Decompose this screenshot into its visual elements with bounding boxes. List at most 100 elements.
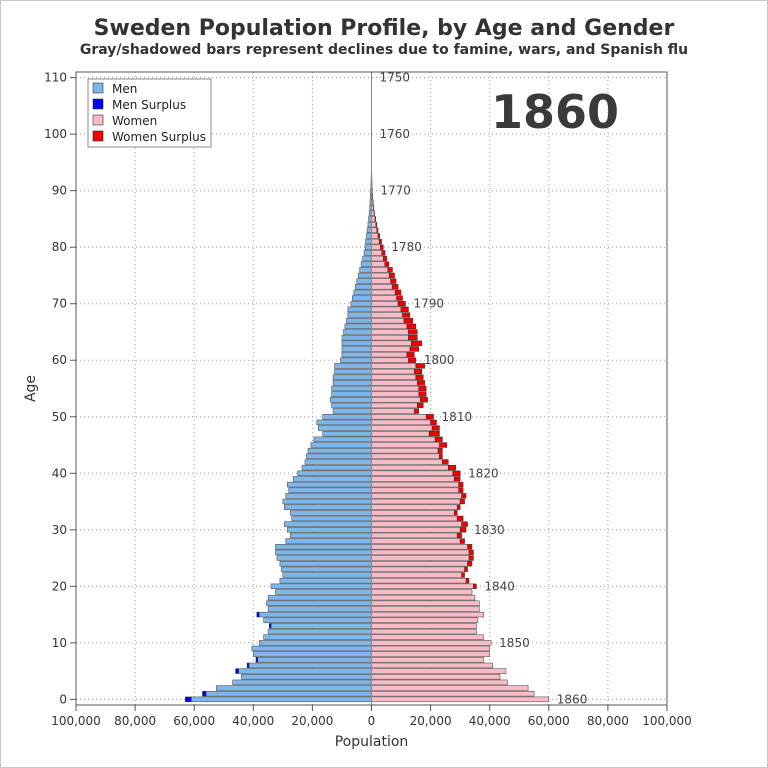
women-bar [371,690,535,697]
women-bar [371,651,490,657]
x-tick-label: 60,000 [528,714,570,728]
women-surplus-bar [458,487,464,493]
women-bar [371,544,468,550]
women-bar [371,628,477,635]
women-surplus-bar [459,538,465,544]
women-bar [371,300,399,307]
women-bar [371,436,436,443]
women-bar [371,549,470,556]
y-tick-label: 70 [52,297,67,311]
women-surplus-bar [420,397,428,403]
men-bar [284,521,372,527]
legend-swatch [92,130,104,142]
men-bar [279,577,372,584]
x-tick-label: 60,000 [173,714,215,728]
x-axis-ticks: 100,000 80,000 60,000 40,000 20,000 0 20,000 40… [51,705,692,728]
women-bar [371,329,409,335]
women-surplus-bar [456,504,461,510]
y-tick-label: 80 [52,240,67,254]
men-bar [332,374,372,380]
cohort-year-label: 1760 [380,127,411,141]
women-surplus-bar [374,216,376,222]
women-surplus-bar [403,317,414,324]
men-bar [286,481,372,488]
women-bar [371,397,421,403]
women-surplus-bar [400,306,409,313]
women-surplus-bar [418,391,427,397]
cohort-year-label: 1810 [442,410,473,424]
men-bar [356,278,372,284]
women-bar [371,470,454,477]
legend-label: Women [112,114,157,128]
women-surplus-bar [387,267,393,273]
women-surplus-bar [434,436,443,443]
men-bar [346,317,372,324]
women-bar [371,374,417,380]
women-bar [371,481,459,488]
women-surplus-bar [439,453,443,460]
women-bar [371,498,461,505]
y-tick-label: 30 [52,523,67,537]
women-bar [371,233,379,239]
women-bar [371,510,455,516]
men-bar [353,289,372,296]
men-bar [267,606,372,612]
women-bar [371,617,479,623]
x-tick-label: 20,000 [410,714,452,728]
men-bar [341,334,372,341]
y-tick-label: 110 [44,71,67,85]
women-surplus-bar [468,549,474,556]
x-axis-label: Population [335,734,409,750]
men-bar [285,493,372,499]
men-bar [275,589,372,595]
women-bar [371,244,381,250]
women-surplus-bar [417,402,424,409]
men-bar [270,623,372,629]
women-surplus-bar [414,408,420,414]
men-bar [286,527,372,533]
women-bar [371,346,411,352]
women-surplus-bar [391,284,399,290]
men-bar [332,380,372,386]
legend-swatch [92,98,104,110]
women-bar [371,261,386,267]
cohort-year-label: 1850 [499,636,530,650]
women-bar [371,357,409,363]
men-surplus-bar [246,662,250,669]
men-bar [307,447,372,454]
women-bar [371,216,376,222]
women-surplus-bar [411,340,422,346]
women-surplus-bar [437,447,443,454]
women-bar [371,623,477,629]
men-bar [275,544,372,550]
women-bar [371,363,417,369]
men-bar [297,470,372,477]
legend-label: Women Surplus [112,130,206,144]
women-bar [371,515,458,522]
men-bar [350,300,372,307]
bars [185,72,550,705]
women-bar [371,493,462,499]
men-bar [190,696,372,703]
chart-title: Sweden Population Profile, by Age and Ge… [93,16,675,41]
women-bar [371,589,473,595]
men-bar [316,419,372,426]
women-surplus-bar [448,464,456,471]
men-bar [270,583,372,590]
women-surplus-bar [384,261,390,267]
women-bar [371,459,443,465]
women-surplus-bar [408,334,418,341]
women-surplus-bar [458,481,464,488]
women-bar [371,464,449,471]
women-surplus-bar [388,272,395,279]
men-bar [367,221,372,228]
women-bar [371,447,439,454]
men-bar [291,515,372,522]
women-surplus-bar [456,515,464,522]
men-bar [365,238,372,245]
women-bar [371,696,550,703]
women-bar [371,594,476,601]
women-surplus-bar [439,442,448,448]
men-bar [275,549,372,556]
